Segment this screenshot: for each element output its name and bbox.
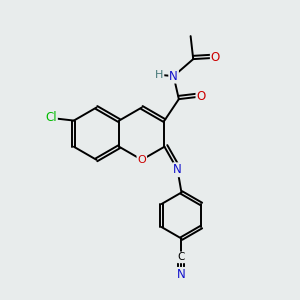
Text: N: N [173,163,182,176]
Text: C: C [178,252,185,262]
Text: N: N [177,268,186,281]
Text: N: N [169,70,178,83]
Text: O: O [211,51,220,64]
Text: O: O [137,155,146,165]
Text: H: H [155,70,164,80]
Text: O: O [196,90,206,103]
Text: Cl: Cl [45,112,57,124]
